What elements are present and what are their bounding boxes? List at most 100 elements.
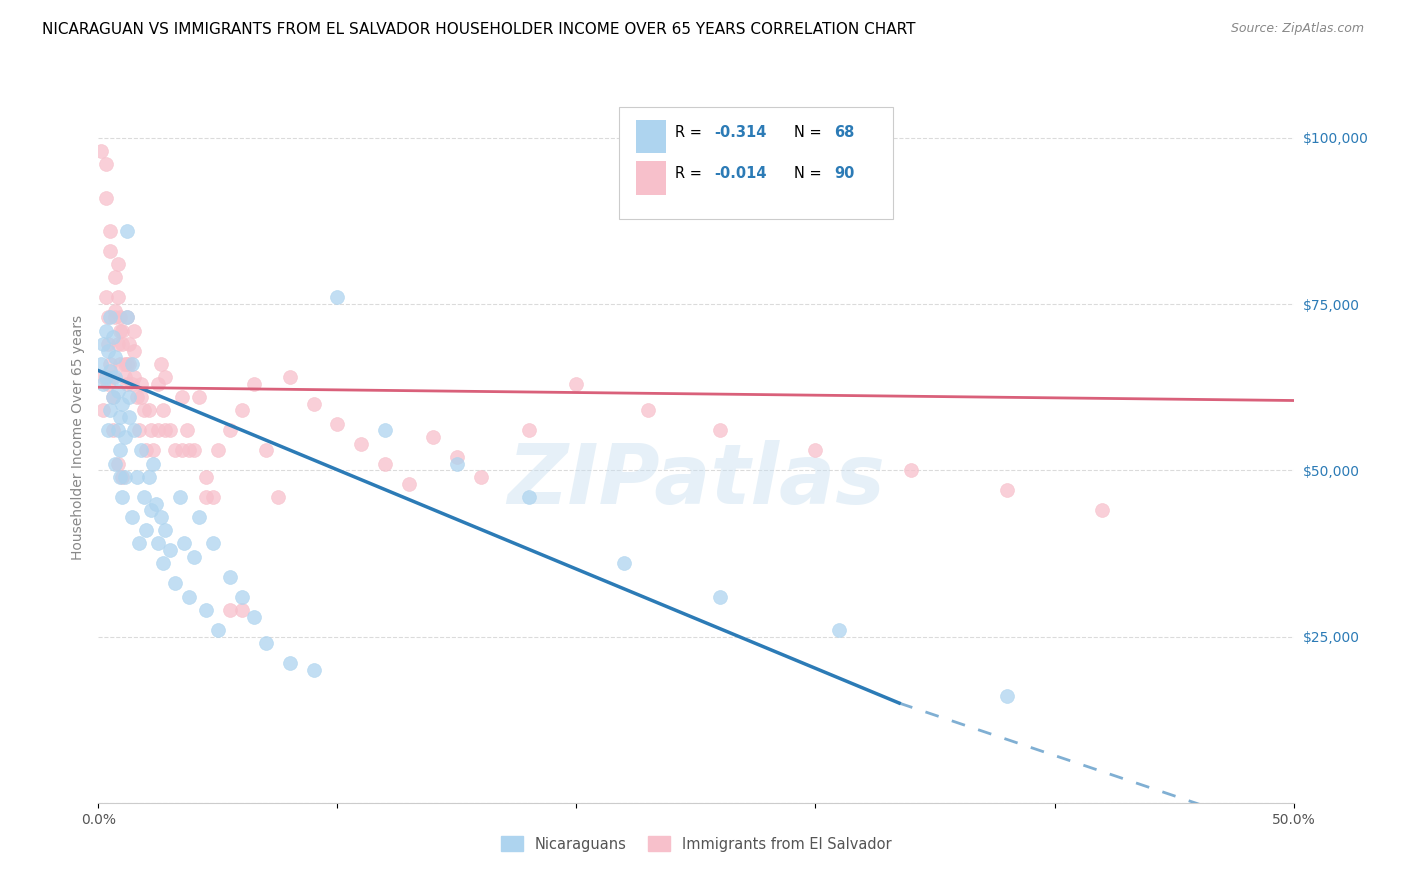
Point	[243, 376, 266, 391]
Point	[97, 310, 120, 325]
Point	[98, 363, 122, 377]
Text: R =: R =	[675, 167, 706, 181]
Point	[254, 636, 277, 650]
Point	[152, 557, 174, 571]
Point	[111, 490, 134, 504]
Point	[159, 543, 181, 558]
Point	[169, 490, 191, 504]
Point	[101, 424, 124, 438]
Point	[128, 424, 150, 438]
Point	[148, 536, 170, 550]
Point	[278, 656, 301, 670]
Point	[104, 351, 127, 365]
Point	[135, 443, 157, 458]
Point	[135, 523, 157, 537]
Point	[94, 191, 117, 205]
Point	[114, 357, 136, 371]
Point	[176, 424, 198, 438]
Point	[108, 470, 131, 484]
Point	[446, 457, 468, 471]
Point	[108, 310, 131, 325]
Point	[128, 536, 150, 550]
Text: R =: R =	[675, 125, 706, 139]
Point	[118, 337, 141, 351]
Point	[219, 603, 242, 617]
Point	[142, 443, 165, 458]
Point	[142, 457, 165, 471]
Point	[111, 397, 134, 411]
Point	[202, 536, 225, 550]
Point	[470, 470, 492, 484]
Point	[97, 424, 120, 438]
Point	[709, 590, 731, 604]
Point	[195, 470, 218, 484]
Point	[422, 430, 444, 444]
Point	[115, 310, 138, 325]
Point	[104, 310, 127, 325]
Text: NICARAGUAN VS IMMIGRANTS FROM EL SALVADOR HOUSEHOLDER INCOME OVER 65 YEARS CORRE: NICARAGUAN VS IMMIGRANTS FROM EL SALVADO…	[42, 22, 915, 37]
Point	[131, 376, 153, 391]
Point	[104, 457, 127, 471]
Point	[207, 443, 229, 458]
Point	[179, 443, 201, 458]
Text: 90: 90	[834, 167, 853, 181]
Point	[187, 509, 209, 524]
Point	[195, 603, 218, 617]
Point	[101, 390, 124, 404]
Text: -0.314: -0.314	[714, 125, 766, 139]
Point	[125, 390, 148, 404]
Point	[97, 337, 120, 351]
Point	[94, 290, 117, 304]
Point	[94, 324, 117, 338]
Point	[219, 424, 242, 438]
Point	[187, 390, 209, 404]
Point	[94, 370, 117, 384]
Point	[202, 490, 225, 504]
Point	[139, 503, 162, 517]
Point	[219, 570, 242, 584]
Legend: Nicaraguans, Immigrants from El Salvador: Nicaraguans, Immigrants from El Salvador	[495, 830, 897, 858]
Point	[121, 376, 143, 391]
Point	[90, 357, 112, 371]
Point	[267, 490, 290, 504]
Point	[107, 384, 129, 398]
Point	[107, 290, 129, 304]
Point	[111, 470, 134, 484]
Point	[152, 403, 174, 417]
Point	[108, 443, 131, 458]
Point	[163, 576, 186, 591]
Point	[828, 623, 851, 637]
Point	[97, 343, 120, 358]
Point	[172, 390, 194, 404]
Point	[91, 370, 114, 384]
Point	[709, 424, 731, 438]
Point	[107, 424, 129, 438]
Point	[111, 324, 134, 338]
Text: N =: N =	[794, 125, 827, 139]
Point	[124, 343, 146, 358]
Point	[115, 357, 138, 371]
Point	[231, 403, 253, 417]
Point	[326, 290, 349, 304]
Point	[124, 324, 146, 338]
Point	[172, 443, 194, 458]
Text: Source: ZipAtlas.com: Source: ZipAtlas.com	[1230, 22, 1364, 36]
Point	[350, 436, 373, 450]
Point	[179, 590, 201, 604]
Point	[155, 370, 177, 384]
Point	[163, 443, 186, 458]
Text: 68: 68	[834, 125, 853, 139]
Point	[302, 397, 325, 411]
Point	[374, 424, 396, 438]
Point	[1091, 503, 1114, 517]
Text: -0.014: -0.014	[714, 167, 766, 181]
Point	[637, 403, 659, 417]
Point	[132, 403, 155, 417]
Point	[97, 376, 120, 391]
Point	[114, 470, 136, 484]
Point	[115, 224, 138, 238]
Point	[125, 470, 148, 484]
Point	[138, 403, 160, 417]
Point	[155, 424, 177, 438]
Point	[111, 337, 134, 351]
